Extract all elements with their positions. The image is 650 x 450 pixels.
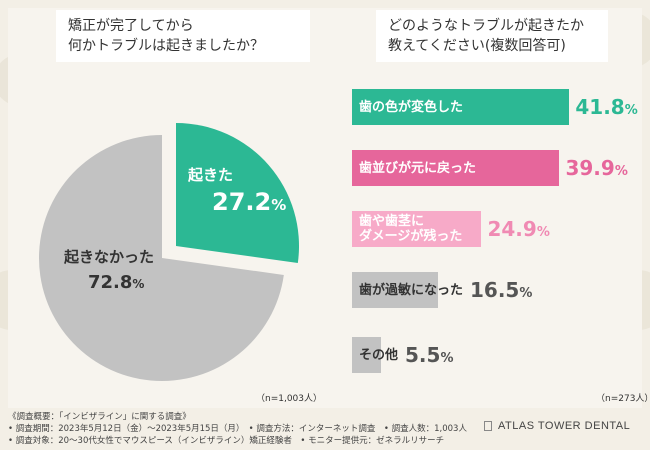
pie-sample-note: （n=1,003人） (256, 394, 323, 404)
bar-value-label: 16.5% (470, 278, 533, 302)
bar-category-label: 歯の色が変色した (359, 99, 464, 115)
bar-category-label: その他 (359, 347, 399, 363)
bar (352, 150, 560, 186)
bar-question-title: どのようなトラブルが起きたか 教えてください(複数回答可) (376, 10, 608, 62)
bar-value-label: 39.9% (565, 156, 628, 180)
pie-slice (38, 135, 284, 381)
pie-slice-label: 起きた (187, 166, 233, 184)
pie-slice-value: 72.8% (88, 272, 144, 293)
footer-line-target: • 調査対象：20～30代女性でマウスピース（インビザライン）矯正経験者 • モ… (8, 436, 445, 446)
footer-line-period: • 調査期間：2023年5月12日（金）～2023年5月15日（月） • 調査方… (8, 424, 467, 434)
bar-sample-note: （n=273人） (596, 394, 650, 404)
bar-value-label: 41.8% (575, 95, 638, 119)
pie-question-title: 矯正が完了してから 何かトラブルは起きましたか？ (56, 10, 310, 62)
pie-slice-label: 起きなかった (63, 248, 154, 266)
bar (352, 211, 482, 247)
brand-logo: ATLAS TOWER DENTAL (484, 420, 630, 432)
brand-name: ATLAS TOWER DENTAL (498, 420, 631, 432)
footer-line-title: 《調査概要：「インビザライン」に関する調査》 (8, 412, 191, 422)
survey-footer: 《調査概要：「インビザライン」に関する調査》 • 調査期間：2023年5月12日… (8, 411, 467, 447)
bar-value-label: 24.9% (487, 217, 550, 241)
brand-mark-icon (484, 421, 492, 431)
bar-category-label: 歯や歯茎に ダメージが残った (359, 214, 463, 244)
bar (352, 272, 438, 308)
pie-slice (176, 123, 299, 263)
bar-category-label: 歯並びが元に戻った (359, 160, 477, 176)
bar-value-label: 5.5% (405, 343, 454, 367)
bar (352, 337, 381, 373)
bar (352, 89, 570, 125)
bar-category-label: 歯が過敏になった (359, 282, 464, 298)
